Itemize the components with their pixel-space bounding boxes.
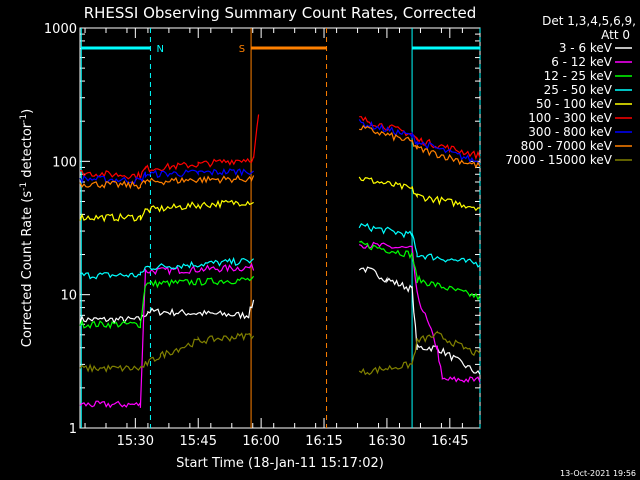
plot-area: 1 10 100 1000 15:30 15:45 16:00 16:15 16:30 16:45… [44, 22, 481, 449]
legend-label-5: 100 - 300 keV [528, 111, 612, 125]
footer-date: 13-Oct-2021 19:56 [560, 469, 636, 478]
legend-label-2: 12 - 25 keV [544, 69, 613, 83]
legend-label-1: 6 - 12 keV [551, 55, 613, 69]
x-tick-label: 16:15 [305, 434, 342, 449]
legend-label-0: 3 - 6 keV [559, 41, 613, 55]
marker-label: N [156, 44, 163, 55]
legend-label-8: 7000 - 15000 keV [505, 153, 612, 167]
series-line-4 [79, 176, 481, 223]
legend-label-6: 300 - 800 keV [528, 125, 612, 139]
legend-header: Det 1,3,4,5,6,9, [542, 14, 636, 28]
x-tick-label: 16:45 [431, 434, 468, 449]
y-axis-label-mid: detector [20, 122, 35, 182]
series-line-5 [79, 114, 481, 181]
svg-text:Corrected Count Rate (s-1 dete: Corrected Count Rate (s-1 detector-1) [19, 109, 35, 347]
legend-header-2: Att 0 [601, 28, 630, 42]
y-tick-label: 1000 [44, 22, 77, 37]
series-line-3 [79, 222, 481, 280]
chart-title: RHESSI Observing Summary Count Rates, Co… [84, 4, 477, 22]
x-tick-label: 16:30 [368, 434, 405, 449]
legend-label-4: 50 - 100 keV [536, 97, 613, 111]
y-tick-label: 1 [69, 422, 77, 437]
series-line-6 [79, 119, 481, 185]
legend-label-3: 25 - 50 keV [544, 83, 613, 97]
y-axis-label-main: Corrected Count Rate (s [20, 191, 35, 348]
y-tick-label: 10 [60, 289, 77, 304]
y-axis-label-sup2: -1 [19, 114, 29, 123]
x-tick-label: 15:45 [180, 434, 217, 449]
x-tick-label: 16:00 [242, 434, 279, 449]
y-axis-label-end: ) [20, 109, 35, 114]
series-line-7 [79, 124, 481, 190]
marker-label: S [239, 44, 245, 55]
series-line-1 [79, 241, 481, 409]
x-tick-label: 15:30 [117, 434, 154, 449]
series-line-2 [79, 240, 481, 330]
y-axis-label: Corrected Count Rate (s-1 detector-1) [19, 109, 35, 347]
y-axis-label-sup1: -1 [19, 182, 29, 191]
y-tick-label: 100 [52, 155, 77, 170]
legend-label-7: 800 - 7000 keV [521, 139, 613, 153]
x-axis-label: Start Time (18-Jan-11 15:17:02) [176, 456, 384, 471]
series-line-0 [79, 266, 481, 375]
series-line-8 [79, 330, 481, 376]
